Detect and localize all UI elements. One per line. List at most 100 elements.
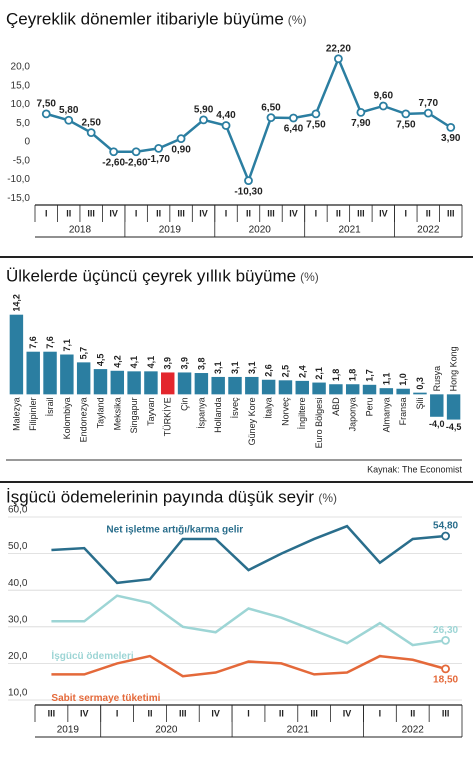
bar [127,371,141,395]
bar [228,376,242,395]
x-group-label: 2021 [287,725,310,736]
series-label: Net işletme artığı/karma gelir [106,525,243,536]
chart-unit: (%) [300,270,319,284]
x-tick-label: İngiltere [297,397,307,429]
x-tick-label: I [225,208,228,218]
marker [289,113,298,123]
data-label: 1,8 [348,369,358,382]
data-label: 7,50 [306,120,326,131]
bar [295,380,309,395]
x-tick-label: İtalya [264,397,274,419]
bar [261,379,276,395]
data-label: -1,70 [147,154,170,165]
x-tick-label: I [116,708,119,718]
x-tick-label: IV [379,208,388,218]
x-tick-label: Tayvan [146,397,156,426]
y-tick-label: -10,0 [7,174,30,185]
x-tick-label: Japonya [348,397,358,431]
marker [199,115,208,125]
x-tick-label: III [310,708,318,718]
marker [64,115,74,125]
x-tick-label: IV [80,708,89,718]
x-tick-label: Filipinler [28,397,38,431]
x-tick-label: I [135,208,138,218]
data-label: 3,8 [196,358,206,371]
x-tick-label: I [379,708,382,718]
data-label: 2,1 [314,367,324,380]
data-label: 3,1 [247,361,257,374]
marker [401,109,411,119]
data-label: 1,7 [365,369,375,382]
x-tick-label: III [267,208,275,218]
y-tick-label: 50,0 [8,541,28,552]
x-tick-label: I [405,208,408,218]
bar [245,376,259,395]
bar [144,371,158,395]
x-tick-label: IV [109,208,118,218]
series-label: Sabit sermaye tüketimi [51,693,160,704]
data-label: -4,5 [446,422,462,432]
bar [76,362,91,395]
x-group-label: 2022 [417,225,440,236]
data-label: 0,3 [415,377,425,390]
line [51,524,446,585]
data-label: 7,6 [28,336,38,349]
data-label: 1,8 [331,369,341,382]
data-label: 7,1 [62,339,72,352]
x-group-label: 2018 [69,225,92,236]
x-tick-label: II [147,708,152,718]
data-label: 4,40 [216,110,236,121]
x-tick-label: Tayland [95,397,105,428]
x-tick-label: Norveç [280,397,290,426]
bar [345,384,360,395]
bar [430,394,444,417]
data-label: -2,60 [102,157,125,168]
data-label: 7,90 [351,118,371,129]
data-label: 5,7 [79,347,89,360]
data-label: 4,1 [146,356,156,369]
data-label: 2,4 [297,365,307,378]
bar [60,354,74,395]
marker [333,54,343,64]
x-tick-label: II [336,208,341,218]
data-label: 6,40 [284,124,304,135]
source: Kaynak: The Economist [367,464,462,474]
bar [446,394,461,420]
x-tick-label: II [246,208,251,218]
y-tick-label: 10,0 [8,688,28,699]
x-tick-label: IV [199,208,208,218]
bar [93,369,108,395]
x-tick-label: III [442,708,450,718]
x-tick-label: İsveç [230,397,240,419]
marker [378,101,388,111]
bar [379,388,394,395]
y-tick-label: 0 [24,137,30,148]
y-tick-label: 10,0 [11,99,31,110]
data-label: 14,2 [11,294,21,312]
x-tick-label: Güney Kore [247,397,257,445]
x-tick-label: III [179,708,187,718]
divider [0,481,473,483]
bar [194,373,209,395]
x-tick-label: I [247,708,250,718]
x-tick-label: Kolombiya [62,397,72,439]
data-label: 7,6 [45,336,55,349]
chart-unit: (%) [318,491,337,505]
x-tick-label: Hollanda [213,397,223,433]
x-tick-label: I [45,208,48,218]
x-tick-label: Şili [415,397,425,409]
x-group-label: 2019 [159,225,182,236]
x-tick-label: II [426,208,431,218]
data-label: 26,30 [433,625,458,636]
x-tick-label: İsrail [45,397,55,416]
y-tick-label: -5,0 [13,155,31,166]
y-tick-label: 30,0 [8,614,28,625]
x-tick-label: Rusya [432,366,442,392]
line [51,654,446,678]
bar [278,380,293,395]
data-label: -10,30 [234,186,263,197]
x-tick-label: II [279,708,284,718]
x-tick-label: TÜRKİYE [163,397,173,436]
marker [266,113,276,123]
